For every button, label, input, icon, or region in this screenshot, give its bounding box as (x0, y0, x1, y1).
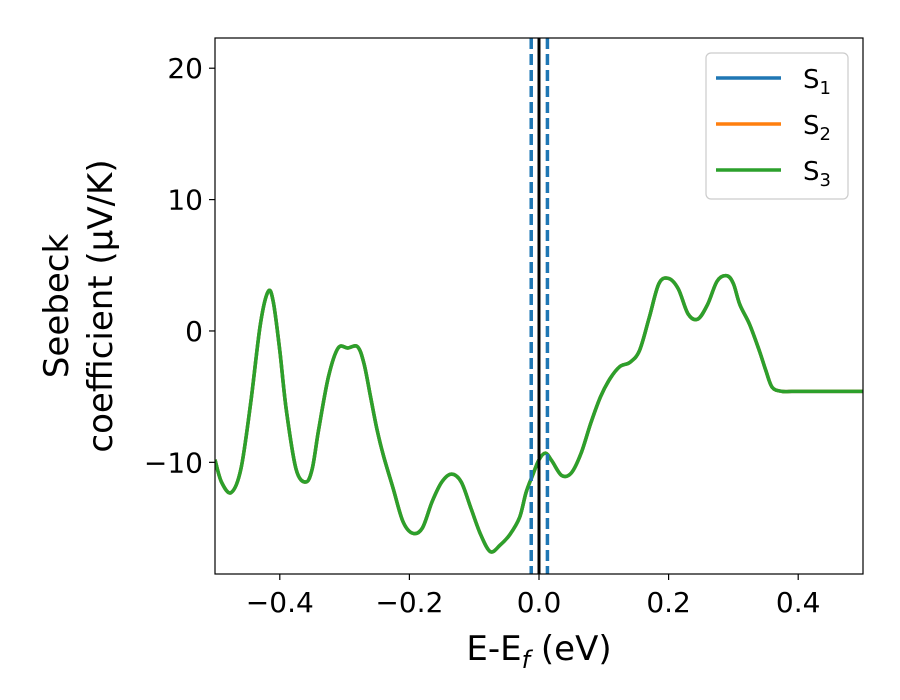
y-axis-label-line2: coefficient (μV/K) (81, 159, 121, 452)
x-tick-label-4: 0.4 (776, 586, 821, 619)
x-axis-label: E-Ef (eV) (466, 629, 611, 674)
x-tick-label-1: −0.2 (375, 586, 443, 619)
y-tick-label-1: 0 (185, 315, 203, 348)
fermi-level-lines (529, 38, 550, 574)
y-axis-label: Seebeck coefficient (μV/K) (37, 159, 121, 452)
legend-label-3: S3 (803, 157, 831, 191)
legend-box (705, 52, 849, 200)
y-tick-label-0: −10 (144, 446, 203, 479)
x-tick-label-0: −0.4 (246, 586, 314, 619)
legend-label-2: S2 (803, 111, 831, 145)
x-ticks: −0.4 −0.2 0.0 0.2 0.4 (246, 574, 821, 619)
y-ticks: −10 0 10 20 (144, 52, 215, 479)
legend: S1 S2 S3 (705, 52, 849, 200)
x-tick-label-3: 0.2 (646, 586, 691, 619)
legend-label-1: S1 (803, 65, 831, 99)
y-axis-label-line1: Seebeck (37, 234, 77, 379)
y-tick-label-2: 10 (167, 184, 203, 217)
legend-items: S1 S2 S3 (716, 65, 831, 191)
x-tick-label-2: 0.0 (517, 586, 562, 619)
y-tick-label-3: 20 (167, 52, 203, 85)
